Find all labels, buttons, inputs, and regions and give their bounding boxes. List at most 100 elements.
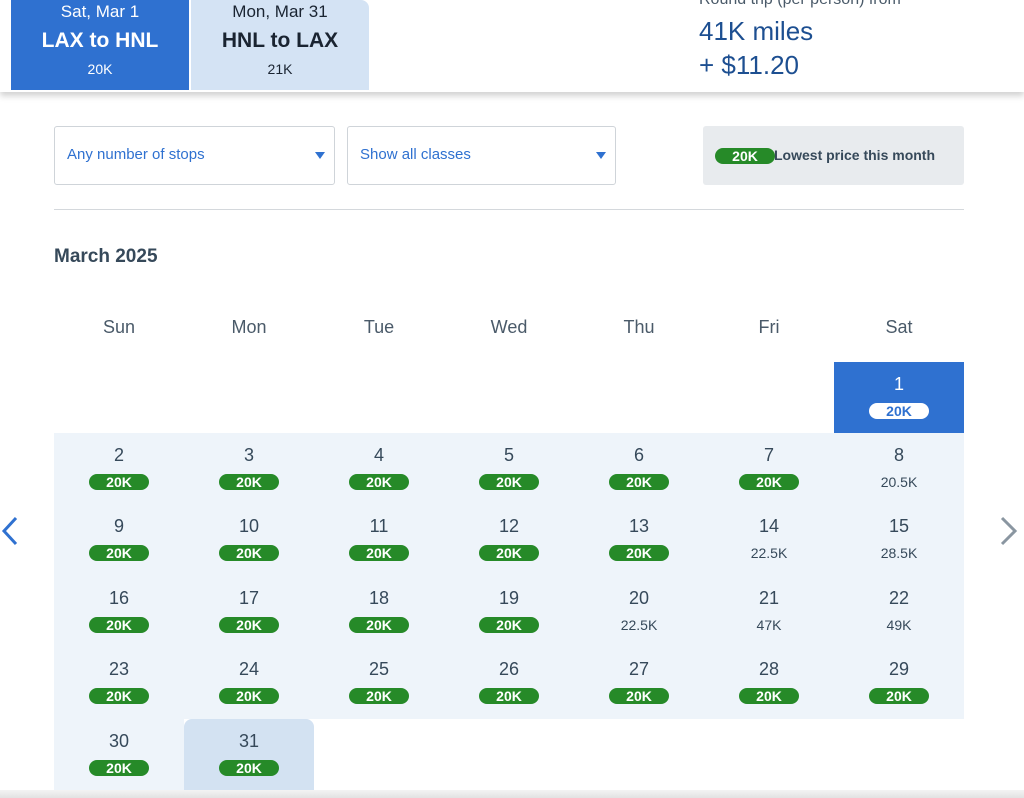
weekday-thu: Thu [623, 317, 655, 337]
lowest-price-pill: 20K [219, 545, 279, 561]
day-number: 28 [758, 659, 780, 679]
calendar-day[interactable]: 26 20K [444, 647, 574, 718]
day-number: 21 [758, 588, 780, 608]
calendar-day[interactable]: 14 22.5K [704, 504, 834, 575]
calendar-day[interactable]: 16 20K [54, 576, 184, 647]
stops-filter-select[interactable]: Any number of stops [54, 126, 335, 185]
calendar-day[interactable]: 27 20K [574, 647, 704, 718]
calendar-day[interactable]: 10 20K [184, 504, 314, 575]
calendar-day[interactable]: 1 20K [834, 362, 964, 433]
lowest-price-pill: 20K [89, 760, 149, 776]
calendar-day[interactable]: 18 20K [314, 576, 444, 647]
day-price: 20.5K [880, 474, 918, 490]
calendar-day[interactable]: 23 20K [54, 647, 184, 718]
caret-down-icon [596, 152, 606, 159]
calendar-day[interactable]: 29 20K [834, 647, 964, 718]
calendar-day[interactable]: 30 20K [54, 719, 184, 790]
lowest-price-pill: 20K [479, 545, 539, 561]
month-title: March 2025 [54, 246, 158, 267]
roundtrip-label: Round trip (per person) from [699, 0, 901, 9]
calendar-day[interactable]: 9 20K [54, 504, 184, 575]
day-number: 25 [368, 659, 390, 679]
caret-down-icon [315, 152, 325, 159]
return-price: 21K [267, 61, 293, 77]
roundtrip-miles: 41K miles [699, 16, 814, 46]
day-number: 6 [633, 445, 644, 465]
calendar-day[interactable]: 8 20.5K [834, 433, 964, 504]
calendar-day[interactable]: 5 20K [444, 433, 574, 504]
chevron-left-icon[interactable] [0, 514, 24, 548]
outbound-flight-tab[interactable]: Sat, Mar 1 LAX to HNL 20K [11, 0, 189, 90]
day-number: 20 [628, 588, 650, 608]
calendar-day[interactable]: 13 20K [574, 504, 704, 575]
lowest-price-pill: 20K [219, 617, 279, 633]
calendar-day[interactable]: 11 20K [314, 504, 444, 575]
day-number: 26 [498, 659, 520, 679]
weekday-sun: Sun [102, 317, 136, 337]
class-filter-value: Show all classes [360, 146, 471, 163]
chevron-right-icon[interactable] [996, 514, 1020, 548]
calendar-day[interactable]: 2 20K [54, 433, 184, 504]
lowest-price-pill: 20K [89, 688, 149, 704]
calendar-day[interactable]: 15 28.5K [834, 504, 964, 575]
calendar-day[interactable]: 17 20K [184, 576, 314, 647]
weekday-fri: Fri [758, 317, 780, 337]
day-number: 12 [498, 516, 520, 536]
lowest-price-pill: 20K [219, 760, 279, 776]
day-price: 47K [756, 617, 782, 633]
day-number: 27 [628, 659, 650, 679]
day-number: 16 [108, 588, 130, 608]
calendar-day[interactable]: 6 20K [574, 433, 704, 504]
calendar-day[interactable]: 20 22.5K [574, 576, 704, 647]
lowest-price-pill: 20K [609, 474, 669, 490]
day-price: 49K [886, 617, 912, 633]
return-flight-tab[interactable]: Mon, Mar 31 HNL to LAX 21K [191, 0, 369, 90]
day-number: 9 [113, 516, 124, 536]
calendar-day[interactable]: 25 20K [314, 647, 444, 718]
calendar-day[interactable]: 22 49K [834, 576, 964, 647]
day-number: 22 [888, 588, 910, 608]
lowest-price-pill: 20K [609, 545, 669, 561]
day-number: 3 [243, 445, 254, 465]
day-number: 30 [108, 731, 130, 751]
lowest-price-pill: 20K [869, 403, 929, 419]
day-price: 28.5K [880, 545, 918, 561]
calendar-day[interactable]: 7 20K [704, 433, 834, 504]
lowest-price-pill: 20K [479, 688, 539, 704]
day-price: 22.5K [620, 617, 658, 633]
calendar-day[interactable]: 21 47K [704, 576, 834, 647]
page-bottom-edge [0, 790, 1024, 798]
day-number: 17 [238, 588, 260, 608]
class-filter-select[interactable]: Show all classes [347, 126, 616, 185]
day-number: 5 [503, 445, 514, 465]
return-route: HNL to LAX [221, 29, 339, 52]
day-price: 22.5K [750, 545, 788, 561]
roundtrip-fees: + $11.20 [699, 50, 800, 80]
lowest-price-pill: 20K [739, 474, 799, 490]
calendar-day[interactable]: 28 20K [704, 647, 834, 718]
calendar-day[interactable]: 19 20K [444, 576, 574, 647]
outbound-date: Sat, Mar 1 [60, 2, 140, 21]
day-number: 10 [238, 516, 260, 536]
weekday-sat: Sat [885, 317, 913, 337]
calendar-day[interactable]: 3 20K [184, 433, 314, 504]
outbound-route: LAX to HNL [41, 29, 159, 52]
weekday-tue: Tue [363, 317, 395, 337]
day-number: 2 [113, 445, 124, 465]
lowest-price-pill: 20K [349, 545, 409, 561]
day-number: 23 [108, 659, 130, 679]
calendar-day[interactable]: 24 20K [184, 647, 314, 718]
lowest-price-pill: 20K [349, 688, 409, 704]
day-number: 7 [763, 445, 774, 465]
calendar-day[interactable]: 12 20K [444, 504, 574, 575]
lowest-price-pill: 20K [479, 474, 539, 490]
calendar-day[interactable]: 31 20K [184, 719, 314, 790]
outbound-price: 20K [87, 61, 113, 77]
lowest-price-pill: 20K [219, 474, 279, 490]
lowest-price-legend: 20K Lowest price this month [703, 126, 964, 185]
day-number: 18 [368, 588, 390, 608]
day-number: 31 [238, 731, 260, 751]
lowest-price-pill: 20K [869, 688, 929, 704]
weekday-wed: Wed [490, 317, 528, 337]
calendar-day[interactable]: 4 20K [314, 433, 444, 504]
